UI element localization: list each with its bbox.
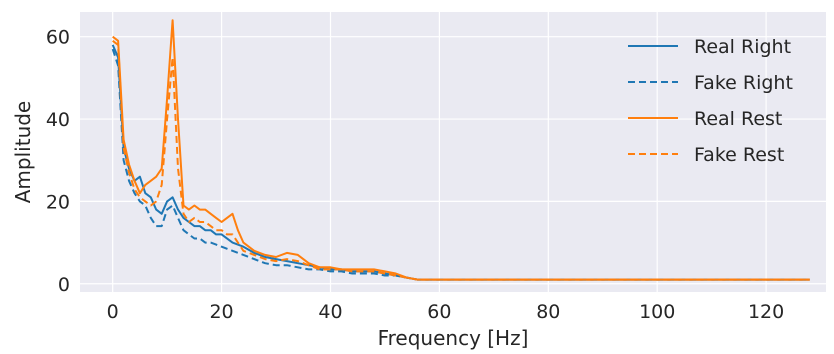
legend-label: Fake Right — [694, 72, 793, 94]
y-tick-label: 60 — [46, 27, 70, 49]
x-tick-label: 100 — [639, 301, 675, 323]
grid-lines — [80, 12, 826, 292]
legend-label: Fake Rest — [694, 144, 784, 166]
legend-label: Real Rest — [694, 108, 782, 130]
y-tick-label: 40 — [46, 109, 70, 131]
series-line-fake-right — [111, 48, 810, 281]
y-tick-labels: 0 20 40 60 — [46, 27, 70, 296]
series-lines — [111, 19, 810, 281]
y-axis-label: Amplitude — [11, 101, 35, 204]
plot-background — [80, 12, 826, 292]
legend-label: Real Right — [694, 36, 791, 58]
series-line-real-rest — [112, 19, 810, 281]
x-tick-label: 20 — [209, 301, 233, 323]
legend: Real Right Fake Right Real Rest Fake Rest — [628, 36, 793, 166]
x-tick-label: 60 — [427, 301, 451, 323]
series-line-fake-rest — [112, 40, 810, 281]
x-tick-label: 40 — [318, 301, 342, 323]
y-tick-label: 0 — [58, 274, 70, 296]
y-tick-label: 20 — [46, 191, 70, 213]
x-tick-label: 120 — [748, 301, 784, 323]
x-tick-labels: 0 20 40 60 80 100 120 — [107, 301, 785, 323]
x-tick-label: 0 — [107, 301, 119, 323]
x-axis-label: Frequency [Hz] — [378, 326, 529, 350]
x-tick-label: 80 — [536, 301, 560, 323]
